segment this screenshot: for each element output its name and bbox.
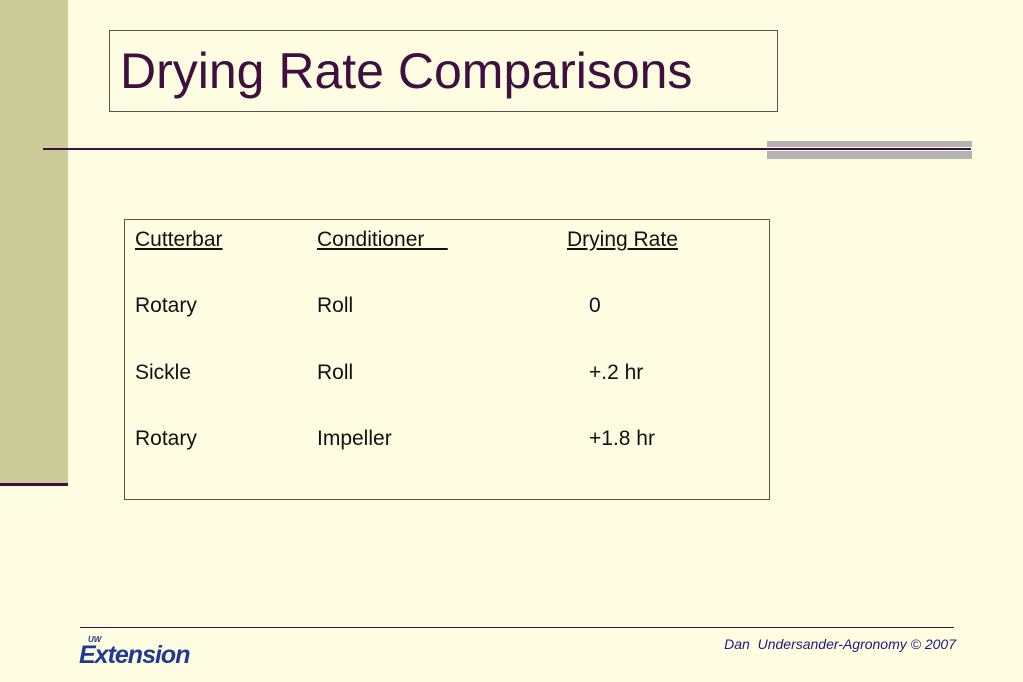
row-1-cutterbar: Rotary bbox=[135, 294, 197, 317]
divider-accent-stripe-bottom bbox=[767, 151, 972, 159]
footer-credit: Dan Undersander-Agronomy © 2007 bbox=[724, 636, 956, 652]
logo-extension-text: Extension bbox=[79, 641, 190, 667]
title-divider bbox=[43, 148, 971, 150]
row-1-conditioner: Roll bbox=[317, 294, 354, 317]
footer-divider bbox=[80, 627, 954, 628]
header-conditioner: Conditioner bbox=[317, 228, 448, 251]
row-3-conditioner: Impeller bbox=[317, 427, 392, 450]
divider-accent-stripe-top bbox=[767, 141, 972, 147]
comparison-table: Cutterbar Conditioner Drying Rate Rotary… bbox=[124, 219, 770, 500]
row-2-conditioner: Roll bbox=[317, 361, 354, 384]
left-accent-bar bbox=[0, 0, 68, 484]
title-box: Drying Rate Comparisons bbox=[109, 30, 778, 112]
row-3-cutterbar: Rotary bbox=[135, 427, 197, 450]
divider-accent bbox=[767, 141, 972, 159]
slide-title: Drying Rate Comparisons bbox=[120, 43, 693, 99]
header-cutterbar: Cutterbar bbox=[135, 228, 223, 251]
row-2-cutterbar: Sickle bbox=[135, 361, 192, 384]
row-2-drying-rate: +.2 hr bbox=[589, 361, 644, 384]
logo-uw-text: UW bbox=[88, 635, 103, 644]
left-accent-underline bbox=[0, 483, 68, 486]
row-3-drying-rate: +1.8 hr bbox=[589, 427, 655, 450]
uw-extension-logo: UW Extension bbox=[79, 635, 191, 667]
row-1-drying-rate: 0 bbox=[589, 294, 601, 317]
header-drying-rate: Drying Rate bbox=[567, 228, 678, 251]
